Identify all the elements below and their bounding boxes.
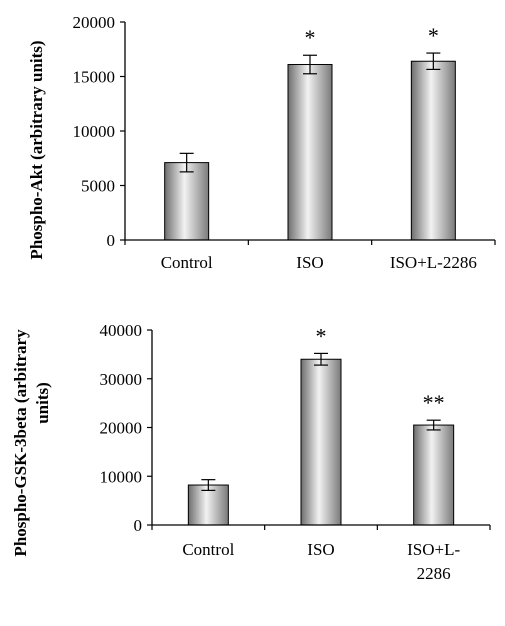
gsk-category-label: ISO+L- — [407, 540, 460, 559]
akt-y-tick-label: 0 — [107, 231, 116, 250]
gsk-y-axis-title-line-1: Phospho-GSK-3beta (arbitrary — [11, 329, 30, 557]
akt-significance-marks: * * — [305, 23, 439, 50]
gsk-y-tick-label: 30000 — [100, 370, 143, 389]
gsk-y-tick-label: 0 — [134, 516, 143, 535]
akt-category-label: Control — [161, 253, 213, 272]
akt-y-tick-label: 10000 — [73, 122, 116, 141]
gsk-chart: Phospho-GSK-3beta (arbitrary units) 4000… — [11, 321, 491, 583]
akt-significance-star: * — [428, 23, 439, 48]
akt-chart: Phospho-Akt (arbitrary units) 20000 15000… — [27, 13, 496, 272]
gsk-significance-star: ** — [423, 390, 445, 415]
akt-bar — [287, 64, 333, 241]
akt-category-label: ISO — [296, 253, 323, 272]
gsk-bar — [413, 424, 455, 526]
gsk-bar — [300, 358, 342, 526]
gsk-x-ticks — [151, 525, 491, 530]
gsk-category-label: 2286 — [417, 564, 451, 583]
akt-y-tick-label: 20000 — [73, 13, 116, 32]
akt-category-label: ISO+L-2286 — [390, 253, 477, 272]
akt-y-tick-label: 15000 — [73, 68, 116, 87]
gsk-bars — [187, 358, 455, 526]
akt-bar — [410, 60, 456, 241]
akt-y-axis-title: Phospho-Akt (arbitrary units) — [27, 40, 46, 259]
gsk-y-axis-title-line-2: units) — [33, 382, 52, 424]
gsk-significance-marks: *** — [316, 323, 445, 415]
gsk-category-label: Control — [182, 540, 234, 559]
gsk-bar — [187, 484, 229, 526]
akt-category-labels: Control ISO ISO+L-2286 — [161, 253, 477, 272]
gsk-y-tick-label: 40000 — [100, 321, 143, 340]
akt-bar — [164, 162, 210, 241]
gsk-y-tick-label: 10000 — [100, 467, 143, 486]
gsk-error-bars — [201, 352, 441, 491]
akt-significance-star: * — [305, 25, 316, 50]
akt-y-ticks: 20000 15000 10000 5000 0 — [73, 13, 125, 250]
gsk-category-labels: Control ISO ISO+L- 2286 — [182, 540, 460, 583]
gsk-y-tick-label: 20000 — [100, 419, 143, 438]
gsk-category-label: ISO — [307, 540, 334, 559]
gsk-significance-star: * — [316, 323, 327, 348]
akt-y-tick-label: 5000 — [81, 177, 115, 196]
akt-bars — [164, 60, 456, 241]
akt-error-bars — [179, 52, 441, 173]
akt-x-ticks — [124, 240, 496, 245]
gsk-y-ticks: 40000 30000 20000 10000 0 — [100, 321, 152, 535]
